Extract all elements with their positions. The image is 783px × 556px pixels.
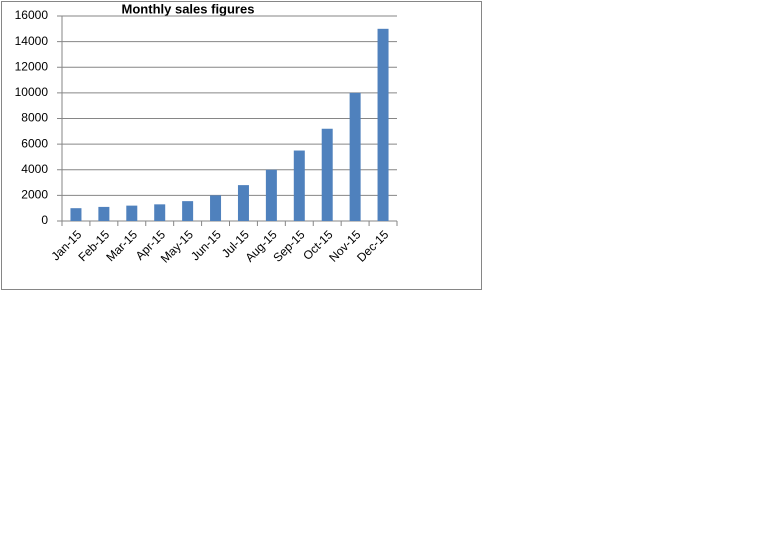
y-tick-label: 8000 [21, 111, 48, 125]
chart-frame [1, 1, 482, 290]
chart-title: Monthly sales figures [122, 1, 255, 16]
bar [237, 185, 249, 221]
y-tick-label: 12000 [15, 59, 49, 73]
bar [377, 28, 389, 221]
y-tick-label: 16000 [15, 8, 49, 22]
y-tick-label: 4000 [21, 162, 48, 176]
y-tick-label: 0 [41, 213, 48, 227]
bar [70, 208, 82, 221]
y-tick-label: 10000 [15, 85, 49, 99]
y-tick-label: 14000 [15, 34, 49, 48]
bar [321, 128, 333, 221]
y-tick-label: 2000 [21, 188, 48, 202]
bar [98, 206, 110, 221]
bar [293, 150, 305, 221]
bar [126, 205, 138, 221]
bar [154, 204, 166, 221]
bar [210, 195, 222, 221]
y-tick-label: 6000 [21, 136, 48, 150]
bar [349, 92, 361, 221]
bar [182, 201, 194, 221]
bar [265, 169, 277, 221]
